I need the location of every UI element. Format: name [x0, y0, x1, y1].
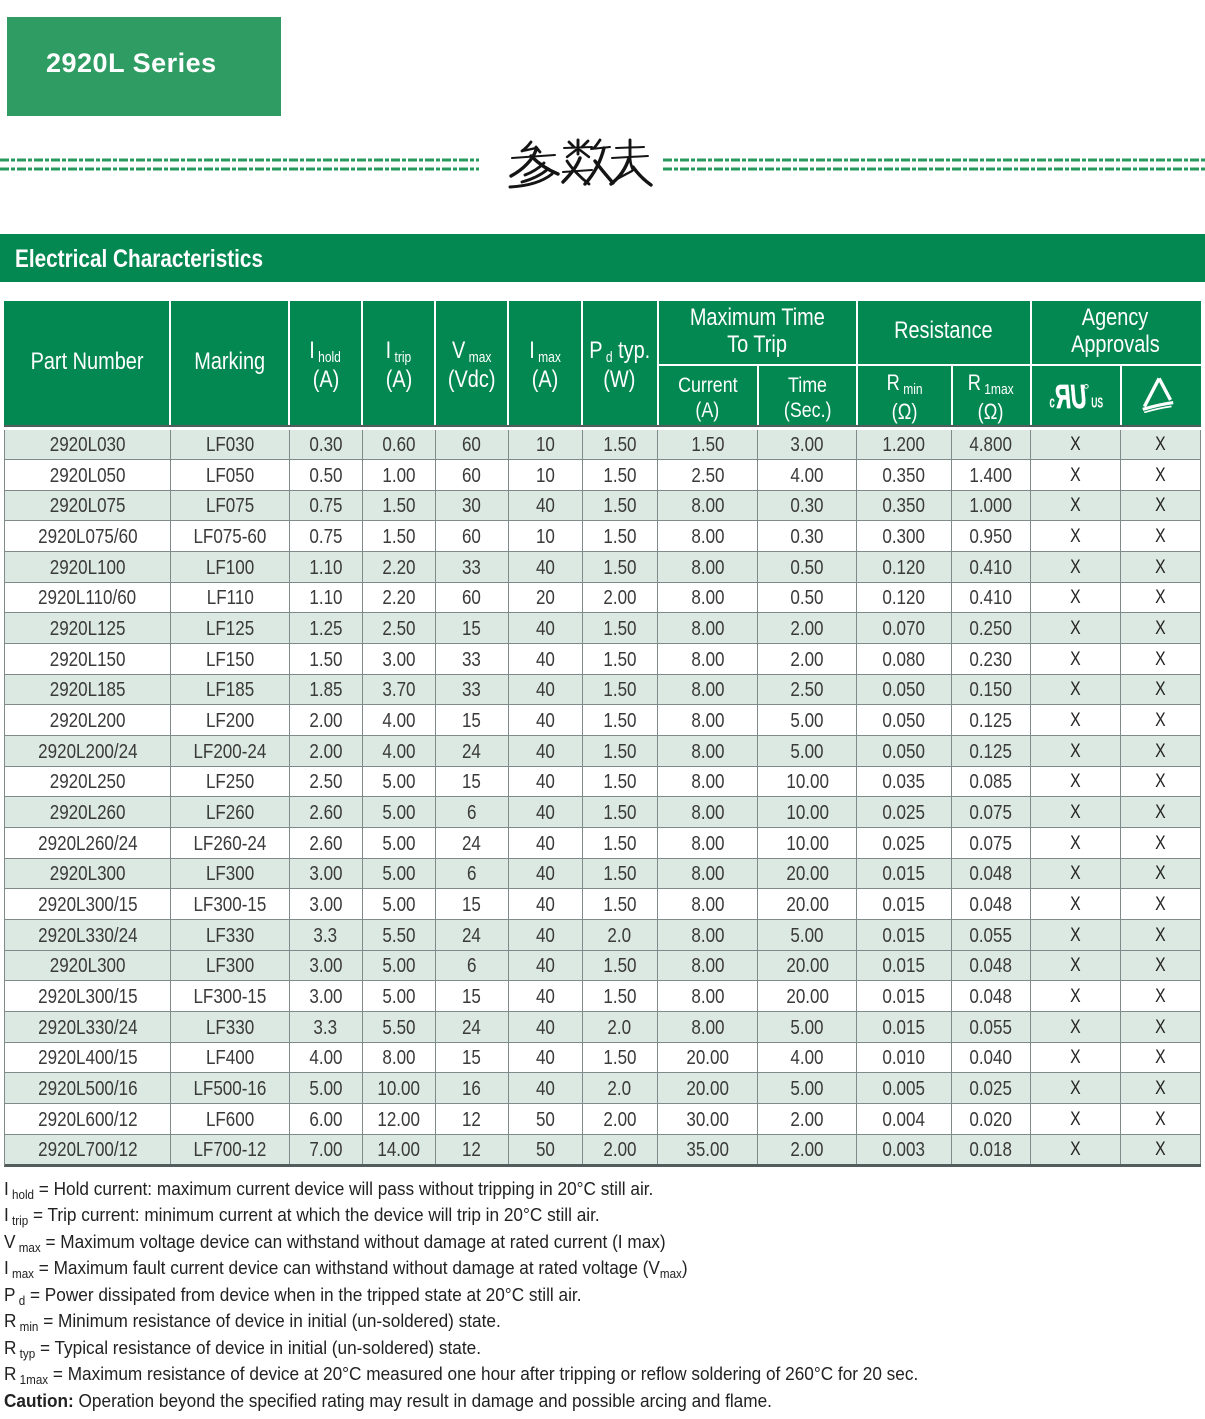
svg-text:US: US — [1091, 394, 1103, 410]
svg-text:c: c — [1049, 393, 1055, 410]
svg-text:UR: UR — [1053, 379, 1087, 410]
